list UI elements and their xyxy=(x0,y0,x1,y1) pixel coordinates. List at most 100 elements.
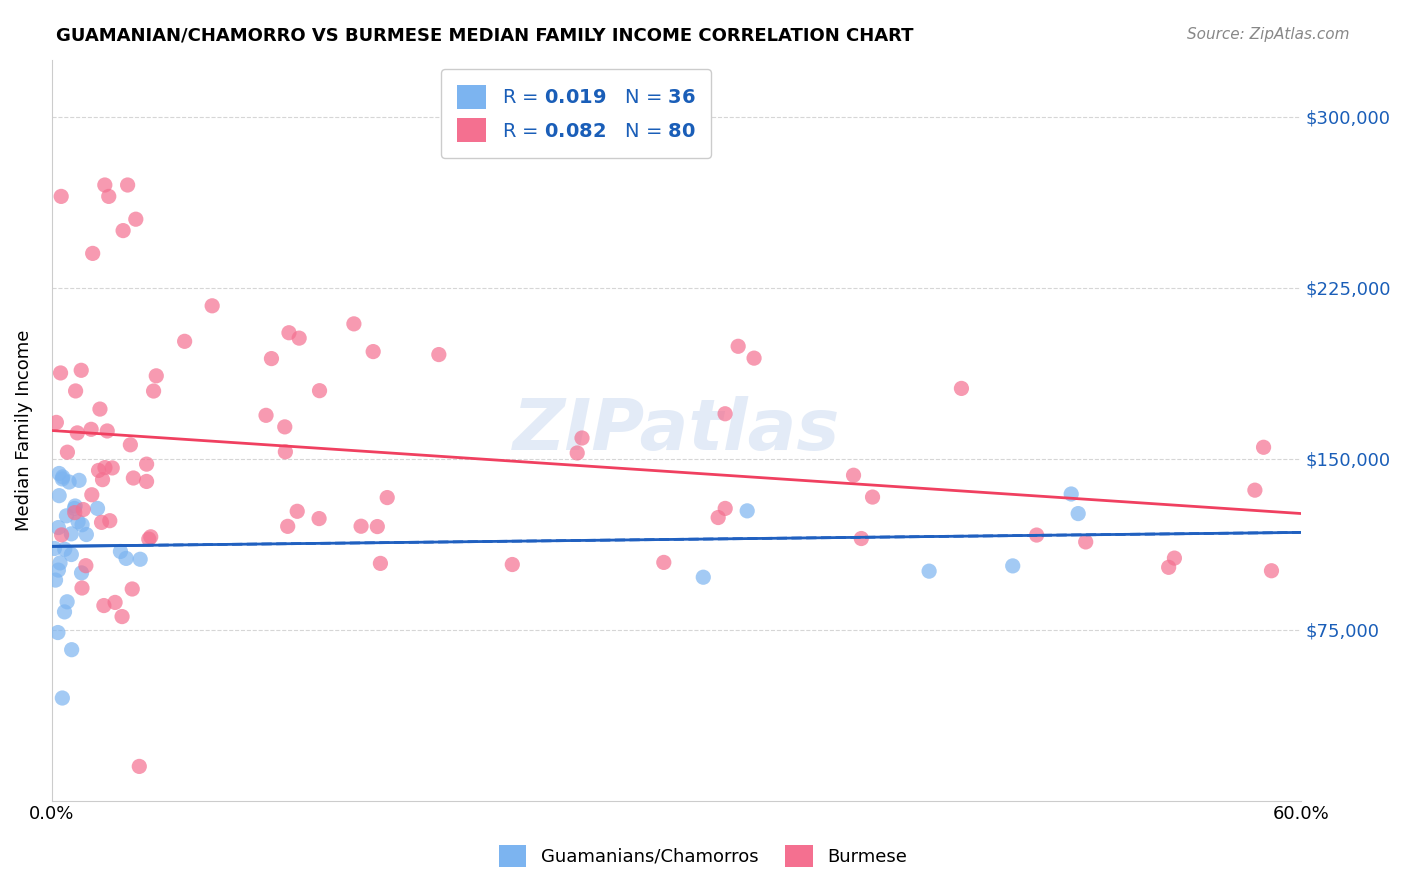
Text: Source: ZipAtlas.com: Source: ZipAtlas.com xyxy=(1187,27,1350,42)
Point xyxy=(918,564,941,578)
Point xyxy=(53,605,76,619)
Point xyxy=(707,510,730,524)
Point xyxy=(48,489,70,503)
Point xyxy=(94,460,117,475)
Point xyxy=(139,530,162,544)
Y-axis label: Median Family Income: Median Family Income xyxy=(15,329,32,531)
Point xyxy=(101,461,124,475)
Point xyxy=(350,519,373,533)
Point xyxy=(135,475,157,489)
Point xyxy=(129,552,152,566)
Text: GUAMANIAN/CHAMORRO VS BURMESE MEDIAN FAMILY INCOME CORRELATION CHART: GUAMANIAN/CHAMORRO VS BURMESE MEDIAN FAM… xyxy=(56,27,914,45)
Point xyxy=(75,558,97,573)
Point xyxy=(173,334,195,349)
Point xyxy=(56,595,79,609)
Point xyxy=(742,351,765,365)
Point xyxy=(714,407,737,421)
Point xyxy=(571,431,593,445)
Point xyxy=(51,691,73,706)
Point xyxy=(1067,507,1090,521)
Point xyxy=(51,189,73,203)
Point xyxy=(862,490,884,504)
Legend: Guamanians/Chamorros, Burmese: Guamanians/Chamorros, Burmese xyxy=(492,838,914,874)
Point xyxy=(65,384,87,398)
Point xyxy=(567,446,589,460)
Point xyxy=(49,556,72,570)
Point xyxy=(274,420,297,434)
Point xyxy=(48,563,70,577)
Point xyxy=(1253,440,1275,454)
Point xyxy=(80,488,103,502)
Point xyxy=(138,532,160,546)
Point xyxy=(375,491,398,505)
Point xyxy=(851,532,873,546)
Point xyxy=(277,519,299,533)
Point xyxy=(1001,558,1024,573)
Point xyxy=(735,504,758,518)
Point xyxy=(55,508,77,523)
Point xyxy=(112,224,135,238)
Point xyxy=(842,468,865,483)
Point xyxy=(115,551,138,566)
Point xyxy=(1260,564,1282,578)
Point xyxy=(1163,551,1185,566)
Point xyxy=(49,366,72,380)
Point xyxy=(117,178,139,192)
Point xyxy=(86,501,108,516)
Point xyxy=(90,516,112,530)
Point xyxy=(63,499,86,513)
Point xyxy=(652,556,675,570)
Point xyxy=(96,424,118,438)
Point xyxy=(135,457,157,471)
Point xyxy=(67,515,90,529)
Point xyxy=(370,557,392,571)
Point xyxy=(366,519,388,533)
Point xyxy=(145,368,167,383)
Point xyxy=(111,609,134,624)
Point xyxy=(122,471,145,485)
Point xyxy=(1074,535,1097,549)
Point xyxy=(70,517,93,532)
Point xyxy=(343,317,366,331)
Point xyxy=(45,416,67,430)
Point xyxy=(51,472,73,486)
Point xyxy=(66,425,89,440)
Point xyxy=(67,474,90,488)
Point xyxy=(308,384,330,398)
Point xyxy=(60,526,83,541)
Point xyxy=(87,463,110,477)
Point xyxy=(727,339,749,353)
Point xyxy=(260,351,283,366)
Point xyxy=(950,381,973,395)
Point xyxy=(692,570,714,584)
Point xyxy=(60,548,83,562)
Point xyxy=(51,528,73,542)
Point xyxy=(288,331,311,345)
Point xyxy=(58,475,80,489)
Point xyxy=(80,422,103,436)
Point xyxy=(89,402,111,417)
Point xyxy=(125,212,148,227)
Point xyxy=(91,473,114,487)
Legend: R = $\bf{0.019}$   N = $\bf{36}$, R = $\bf{0.082}$   N = $\bf{80}$: R = $\bf{0.019}$ N = $\bf{36}$, R = $\bf… xyxy=(441,70,711,158)
Point xyxy=(278,326,301,340)
Text: ZIPatlas: ZIPatlas xyxy=(513,396,839,465)
Point xyxy=(60,642,83,657)
Point xyxy=(70,566,93,580)
Point xyxy=(201,299,224,313)
Point xyxy=(63,501,86,516)
Point xyxy=(44,573,66,587)
Point xyxy=(285,504,308,518)
Point xyxy=(48,520,70,534)
Point xyxy=(1025,528,1047,542)
Point xyxy=(56,445,79,459)
Point xyxy=(1060,487,1083,501)
Point xyxy=(70,581,93,595)
Point xyxy=(110,544,132,558)
Point xyxy=(142,384,165,398)
Point xyxy=(128,759,150,773)
Point xyxy=(97,189,120,203)
Point xyxy=(44,541,66,556)
Point xyxy=(274,445,297,459)
Point xyxy=(82,246,104,260)
